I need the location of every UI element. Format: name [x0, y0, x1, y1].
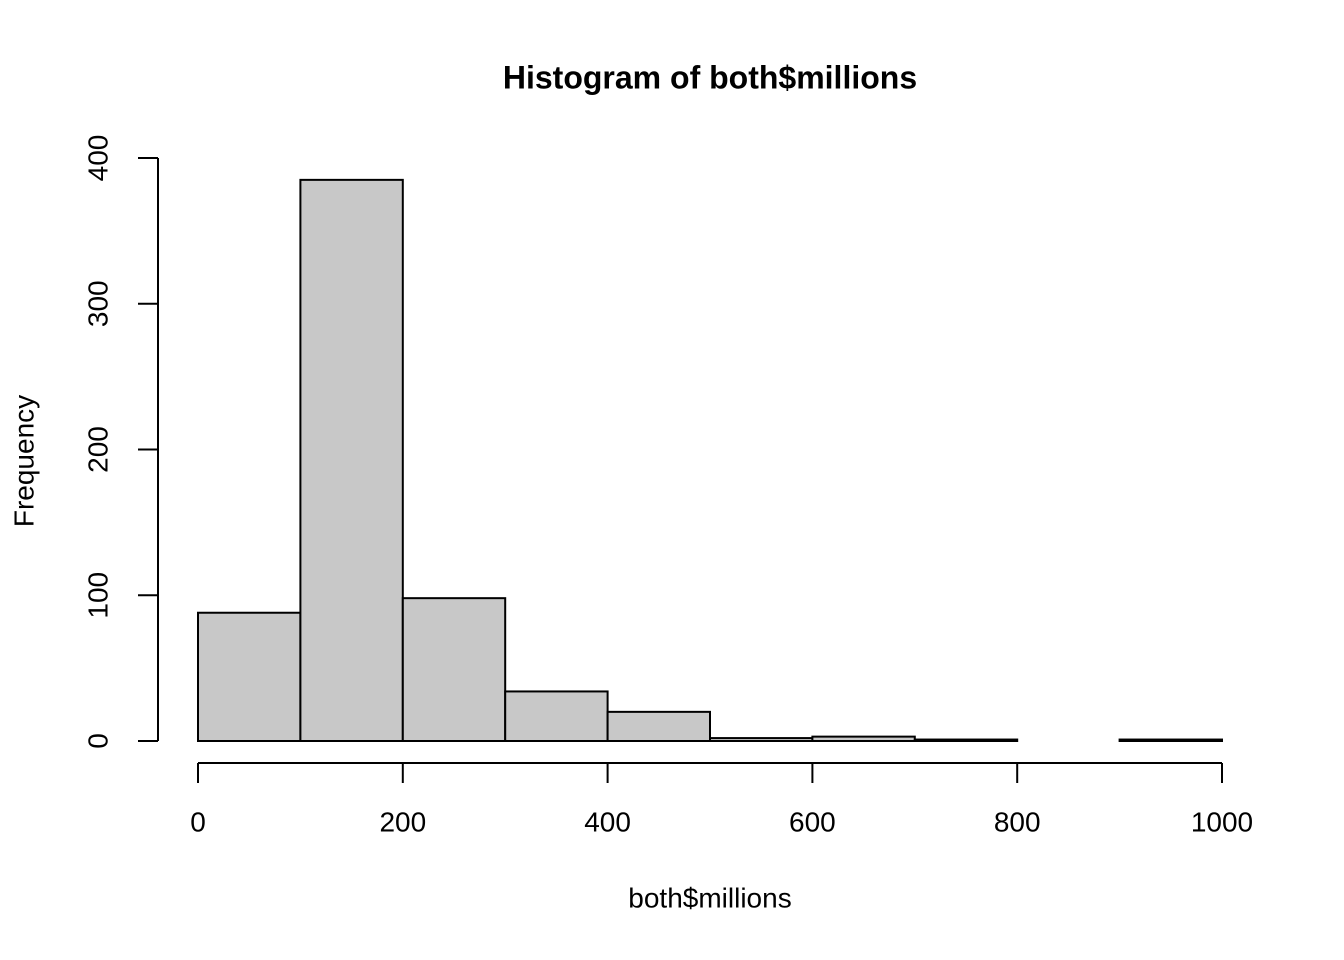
x-tick-label: 200: [379, 806, 426, 837]
bar: [197, 611, 302, 742]
bar: [401, 597, 507, 742]
x-tick-label: 0: [190, 806, 206, 837]
y-tick-label: 200: [82, 426, 113, 473]
x-tick-label: 1000: [1191, 806, 1253, 837]
bar: [299, 178, 404, 743]
y-tick-label: 300: [82, 280, 113, 327]
x-tick-label: 600: [789, 806, 836, 837]
chart-title: Histogram of both$millions: [503, 59, 917, 95]
bar: [811, 735, 916, 743]
bar: [913, 738, 1019, 742]
y-axis-label: Frequency: [8, 395, 39, 527]
bar: [606, 710, 711, 742]
x-tick-label: 400: [584, 806, 631, 837]
x-axis-label: both$millions: [628, 882, 791, 913]
y-tick-label: 400: [82, 135, 113, 182]
x-tick-label: 800: [994, 806, 1041, 837]
bar: [1118, 738, 1223, 742]
y-tick-label: 100: [82, 572, 113, 619]
bar: [504, 690, 609, 743]
bar: [709, 737, 814, 743]
y-tick-label: 0: [82, 733, 113, 749]
